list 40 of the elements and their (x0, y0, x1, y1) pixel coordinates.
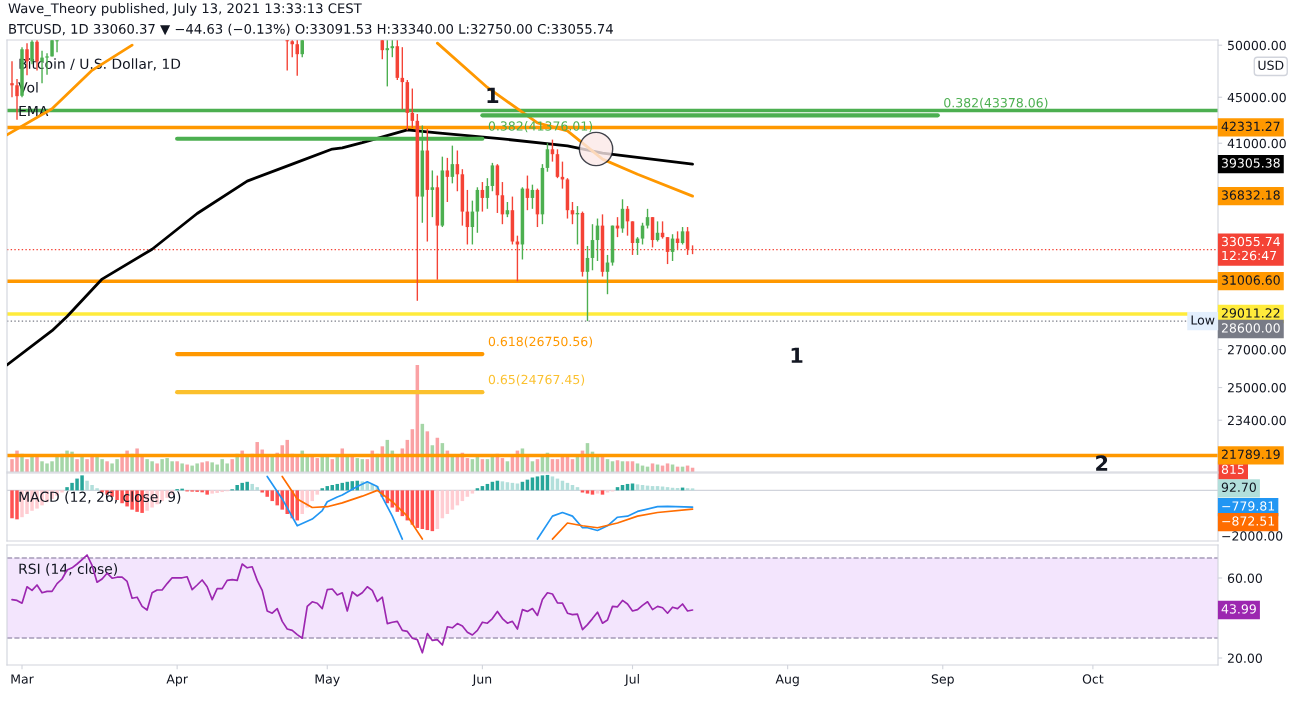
x-tick-label: Jun (471, 674, 492, 687)
y-tick-label: 60.00 (1227, 573, 1262, 583)
x-tick-label: Apr (166, 674, 188, 687)
ref-line-label: 21789.19 (1221, 449, 1280, 460)
ref-line-label: 29011.22 (1221, 308, 1280, 318)
y-tick-label: 41000.00 (1227, 138, 1286, 149)
y-tick-label: 45000.00 (1227, 92, 1286, 103)
x-tick-label: Jul (624, 674, 639, 687)
ref-line-label: 31006.60 (1221, 275, 1280, 285)
text: −779.81 (1222, 501, 1275, 511)
text: 815 (1221, 464, 1244, 475)
y-tick-label: 20.00 (1227, 653, 1262, 663)
text: −2000.00 (1222, 531, 1283, 541)
ref-line-label: 28600.00 (1221, 323, 1280, 333)
y-tick-label: 27000.00 (1227, 345, 1286, 355)
y-axis-title: USD (1258, 60, 1284, 71)
y-tick-label: 25000.00 (1227, 383, 1286, 393)
x-tick-label: Sep (931, 674, 954, 687)
text: 36832.18 (1221, 190, 1280, 200)
annotation: 1 (487, 87, 499, 103)
x-tick-label: Oct (1082, 674, 1104, 684)
ref-line-label: 33055.74 12:26:47 (1221, 236, 1280, 261)
annotation: 1 (791, 347, 803, 363)
series-label: 0.65(24767.45) (488, 374, 585, 386)
x-tick-label: May (315, 674, 340, 687)
annotation: 2 (1096, 455, 1108, 471)
text: 39305.38 (1221, 158, 1280, 168)
y-tick-label: 23400.00 (1227, 415, 1286, 426)
ref-line-label: 42331.27 (1221, 121, 1280, 132)
text: 92.70 (1221, 482, 1256, 492)
chart-subtitle: Wave_Theory published, July 13, 2021 13:33:13 CEST BTCUSD, 1D 33060.37 ▼ −44.63 (−0.13%) O:33091.53 H:33340.00 L:32750.00 C:33055.74 (8, 3, 613, 36)
text: MACD (12, 26, close, 9) (19, 491, 181, 504)
x-tick-label: Mar (11, 674, 34, 684)
series-label: 0.618(26750.56) (488, 336, 593, 348)
text: 43.99 (1221, 604, 1256, 614)
text: −872.51 (1222, 516, 1275, 526)
annotation: Low (1191, 315, 1215, 325)
x-tick-label: Aug (775, 674, 799, 687)
series-label: 0.382(43378.06) (944, 97, 1048, 109)
y-tick-label: 50000.00 (1227, 40, 1286, 51)
